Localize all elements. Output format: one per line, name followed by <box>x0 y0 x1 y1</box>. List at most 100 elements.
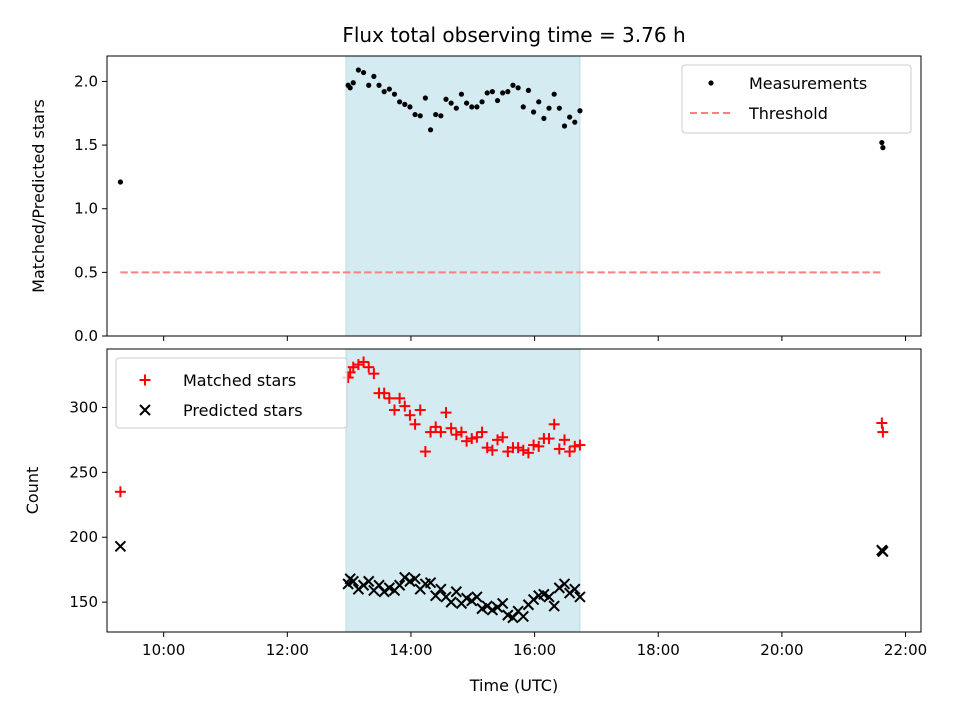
matched-stars-point <box>876 417 888 429</box>
measurement-point <box>407 104 413 110</box>
matched-stars-point <box>558 434 570 446</box>
x-stroke-b <box>383 582 396 594</box>
matched-stars-point <box>368 368 380 380</box>
matched-stars-point <box>512 442 524 454</box>
measurement-point <box>515 85 521 91</box>
measurement-point <box>391 91 398 97</box>
y-tick-label: 200 <box>69 528 98 546</box>
matched-stars-point <box>363 361 375 373</box>
legend-box <box>681 64 912 134</box>
x-stroke-b <box>543 591 555 603</box>
matched-stars-point <box>476 426 488 438</box>
x-tick-label: 12:00 <box>266 641 309 659</box>
measurement-point <box>402 101 408 107</box>
matched-stars-point <box>548 418 560 430</box>
matched-stars-point <box>394 392 406 404</box>
matched-stars-point <box>492 434 504 446</box>
legend-marker-matched-stars <box>139 374 151 386</box>
measurement-point <box>464 100 470 106</box>
x-stroke-b <box>424 576 437 589</box>
measurement-point <box>453 105 459 111</box>
x-tick-label: 18:00 <box>637 641 680 659</box>
legend-label-matched-stars: Matched stars <box>183 371 296 390</box>
measurement-point <box>422 95 428 101</box>
measurement-point <box>567 114 573 120</box>
matched-stars-point <box>481 442 493 454</box>
measurement-point <box>438 113 444 119</box>
legend-label-threshold: Threshold <box>748 104 828 123</box>
measurement-point <box>879 139 885 146</box>
count-panel: 150 200 250 300 10:00 12:00 14:00 16:00 18:00 20… <box>23 348 927 695</box>
matched-stars-point <box>486 444 498 456</box>
matched-stars-point <box>543 433 555 445</box>
x-stroke-b <box>435 583 447 595</box>
matched-stars-point <box>388 404 400 416</box>
predicted-stars-point <box>558 578 571 590</box>
matched-stars-point <box>409 418 421 430</box>
count-panel-frame <box>106 348 922 633</box>
measurement-point <box>500 90 506 96</box>
measurement-point <box>412 111 418 118</box>
count-panel-y-ticks: 150 200 250 300 <box>69 398 107 611</box>
measurement-point <box>489 89 495 95</box>
matched-stars-point <box>347 361 359 373</box>
measurement-point <box>484 90 490 96</box>
predicted-stars-point <box>347 575 359 588</box>
predicted-stars-point <box>114 540 127 553</box>
measurement-point <box>433 111 439 118</box>
x-stroke-b <box>512 605 524 617</box>
measurement-point <box>520 104 526 110</box>
predicted-stars-point <box>496 597 509 610</box>
matched-stars-point <box>440 407 452 419</box>
matched-stars-point <box>533 440 545 452</box>
measurement-point <box>536 99 542 105</box>
y-tick-label: 0.0 <box>74 327 98 345</box>
measurement-point <box>556 105 562 111</box>
y-tick-label: 1.5 <box>74 136 98 154</box>
observing-interval-shade <box>345 55 581 337</box>
measurement-point <box>510 82 516 88</box>
measurement-point <box>381 89 387 95</box>
x-stroke-b <box>548 600 560 612</box>
count-panel-x-ticks: 10:00 12:00 14:00 16:00 18:00 20:00 22:00 <box>142 632 927 659</box>
matched-stars-point <box>430 421 442 433</box>
matched-stars-point <box>435 426 447 438</box>
measurement-point <box>546 105 552 111</box>
x-tick-label: 14:00 <box>389 641 432 659</box>
predicted-stars-point <box>517 610 529 623</box>
x-stroke-b <box>393 579 406 591</box>
x-stroke-b <box>538 588 550 601</box>
ratio-panel-x-ticks <box>163 336 907 341</box>
matched-stars-point <box>461 435 473 447</box>
matched-stars-point <box>877 426 889 438</box>
matched-stars-point <box>517 444 529 456</box>
matched-stars-point <box>471 431 483 443</box>
y-tick-label: 1.0 <box>74 200 98 218</box>
predicted-stars-point <box>409 573 421 585</box>
x-stroke-b <box>440 591 452 603</box>
ratio-panel: 0.0 0.5 1.0 1.5 2.0 Flux total observing tim… <box>29 23 922 345</box>
matched-stars-point <box>352 359 364 371</box>
measurement-point <box>117 179 123 185</box>
x-stroke-b <box>471 591 483 603</box>
predicted-stars-point <box>445 596 457 608</box>
matched-stars-point <box>399 400 411 412</box>
x-stroke-b <box>450 586 463 598</box>
matched-stars-point <box>383 392 395 404</box>
ratio-panel-frame <box>106 55 922 337</box>
matched-stars-point <box>425 426 437 438</box>
matched-stars-point <box>522 447 534 459</box>
predicted-stars-point <box>471 591 483 603</box>
predicted-stars-point <box>450 586 463 598</box>
y-tick-label: 2.0 <box>74 72 98 90</box>
measurement-point <box>443 96 449 102</box>
x-stroke-b <box>347 575 359 588</box>
predicted-stars-point <box>424 576 437 589</box>
matched-stars-point <box>358 356 370 368</box>
measurement-point <box>386 86 392 92</box>
predicted-stars-point <box>569 583 581 595</box>
matched-stars-point <box>455 426 467 438</box>
measurement-point <box>530 109 537 115</box>
matched-stars-point <box>414 404 426 416</box>
